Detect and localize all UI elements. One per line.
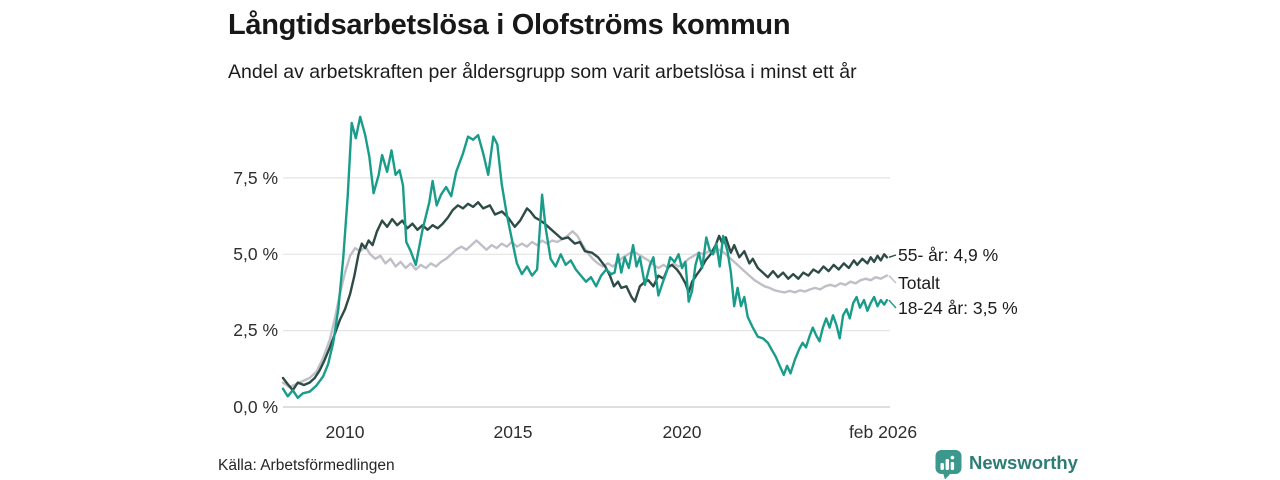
x-tick-label-2020: 2020 — [662, 422, 702, 442]
y-tick-label-0-0: 0,0 % — [233, 397, 278, 417]
series-end-label-55-ar: 55- år: 4,9 % — [898, 245, 999, 265]
bar-chart-speech-bubble-icon — [935, 450, 962, 480]
series-line-totalt — [281, 230, 889, 389]
newsworthy-branding: Newsworthy — [934, 448, 1078, 480]
y-tick-label-2-5: 2,5 % — [233, 320, 278, 340]
chart-subtitle: Andel av arbetskraften per åldersgrupp s… — [228, 61, 857, 83]
x-tick-label-feb-2026: feb 2026 — [848, 422, 918, 442]
series-line-18-24-r — [281, 115, 889, 399]
y-tick-label-7-5: 7,5 % — [233, 168, 278, 188]
chart-title: Långtidsarbetslösa i Olofströms kommun — [228, 9, 791, 41]
series-end-label-totalt: Totalt — [898, 273, 940, 293]
source-note: Källa: Arbetsförmedlingen — [218, 457, 395, 474]
x-tick-label-2010: 2010 — [325, 422, 365, 442]
series-line-55-r — [281, 201, 889, 392]
end-label-connector — [888, 275, 897, 284]
y-tick-label-5-0: 5,0 % — [233, 244, 278, 264]
newsworthy-wordmark: Newsworthy — [969, 452, 1078, 473]
x-tick-label-2015: 2015 — [493, 422, 533, 442]
series-end-label-18-24-ar: 18-24 år: 3,5 % — [898, 298, 1018, 318]
end-label-connector — [888, 299, 897, 309]
end-label-connector — [888, 254, 897, 258]
plot-area — [281, 115, 897, 408]
